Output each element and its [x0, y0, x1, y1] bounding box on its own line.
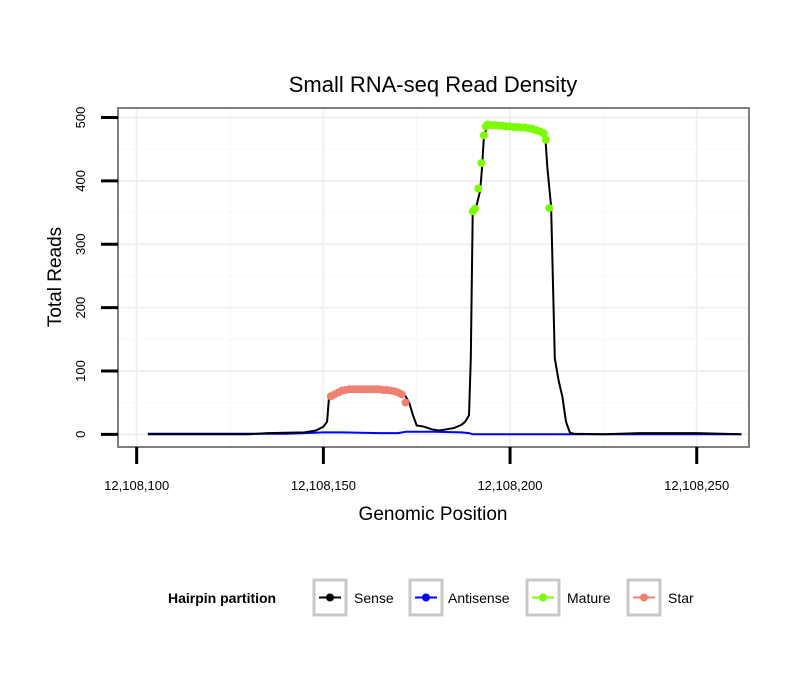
legend-label-star: Star: [668, 590, 694, 606]
x-tick-label: 12,108,150: [291, 478, 356, 493]
y-tick-label: 400: [73, 170, 88, 192]
data-point-star: [397, 390, 406, 399]
y-tick-label: 100: [73, 360, 88, 382]
y-tick-label: 300: [73, 233, 88, 255]
data-point-mature: [474, 184, 483, 193]
y-tick-label: 0: [73, 431, 88, 438]
x-tick-label: 12,108,200: [477, 478, 542, 493]
legend-label-antisense: Antisense: [448, 590, 510, 606]
legend-swatch-point-star: [640, 593, 648, 602]
data-point-star: [401, 398, 410, 407]
legend-swatch-point-antisense: [422, 593, 430, 602]
data-point-mature: [479, 131, 488, 140]
legend-label-mature: Mature: [567, 590, 611, 606]
legend-swatch-point-mature: [539, 593, 547, 602]
legend-title: Hairpin partition: [168, 590, 276, 606]
data-point-mature: [545, 204, 554, 213]
y-axis-label: Total Reads: [45, 227, 66, 327]
y-tick-label: 200: [73, 297, 88, 319]
plot-background: [118, 108, 749, 447]
data-point-mature: [541, 135, 550, 144]
legend-swatch-point-sense: [326, 593, 334, 602]
x-axis-label: Genomic Position: [359, 504, 508, 525]
legend: Hairpin partition Sense Antisense Mature St…: [168, 578, 694, 617]
data-point-mature: [477, 159, 486, 168]
x-tick-label: 12,108,250: [664, 478, 729, 493]
legend-label-sense: Sense: [354, 590, 394, 606]
gridlines: [118, 108, 749, 447]
x-tick-label: 12,108,100: [104, 478, 169, 493]
chart-title: Small RNA-seq Read Density: [289, 72, 578, 97]
plot-border: [117, 107, 750, 448]
series-layer: [147, 120, 742, 436]
y-axis: 0 100 200 300 400 500: [73, 107, 118, 438]
data-point-mature: [539, 129, 548, 138]
data-point-mature: [470, 204, 479, 213]
x-axis: 12,108,100 12,108,150 12,108,200 12,108,250: [104, 447, 729, 493]
y-tick-label: 500: [73, 107, 88, 129]
